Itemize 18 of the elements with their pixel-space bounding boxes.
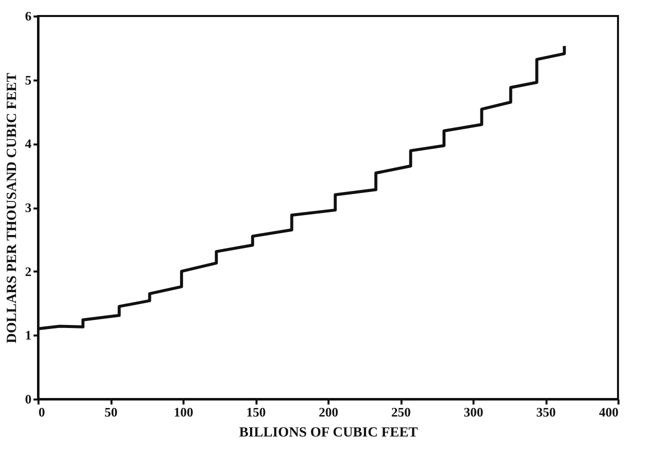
- x-tick-label: 300: [464, 404, 484, 420]
- x-tick-label: 350: [536, 404, 556, 420]
- y-tick-label: 6: [25, 8, 32, 24]
- x-tick-label: 100: [174, 404, 194, 420]
- x-tick-label: 200: [318, 404, 338, 420]
- x-tick-label: 400: [599, 404, 618, 420]
- x-tick-label: 50: [104, 404, 118, 420]
- y-tick-label: 4: [25, 136, 32, 152]
- y-tick-label: 3: [25, 200, 32, 215]
- y-tick-label: 0: [25, 392, 32, 406]
- x-axis-title: BILLIONS OF CUBIC FEET: [239, 426, 419, 440]
- y-tick-label: 2: [25, 264, 32, 279]
- x-tick-label: 250: [391, 404, 411, 420]
- y-tick-label: 1: [25, 328, 32, 343]
- y-axis-title: DOLLARS PER THOUSAND CUBIC FEET: [5, 72, 20, 344]
- x-tick-label: 0: [38, 404, 45, 420]
- x-tick-label: 150: [246, 404, 266, 420]
- y-tick-label: 5: [25, 72, 32, 88]
